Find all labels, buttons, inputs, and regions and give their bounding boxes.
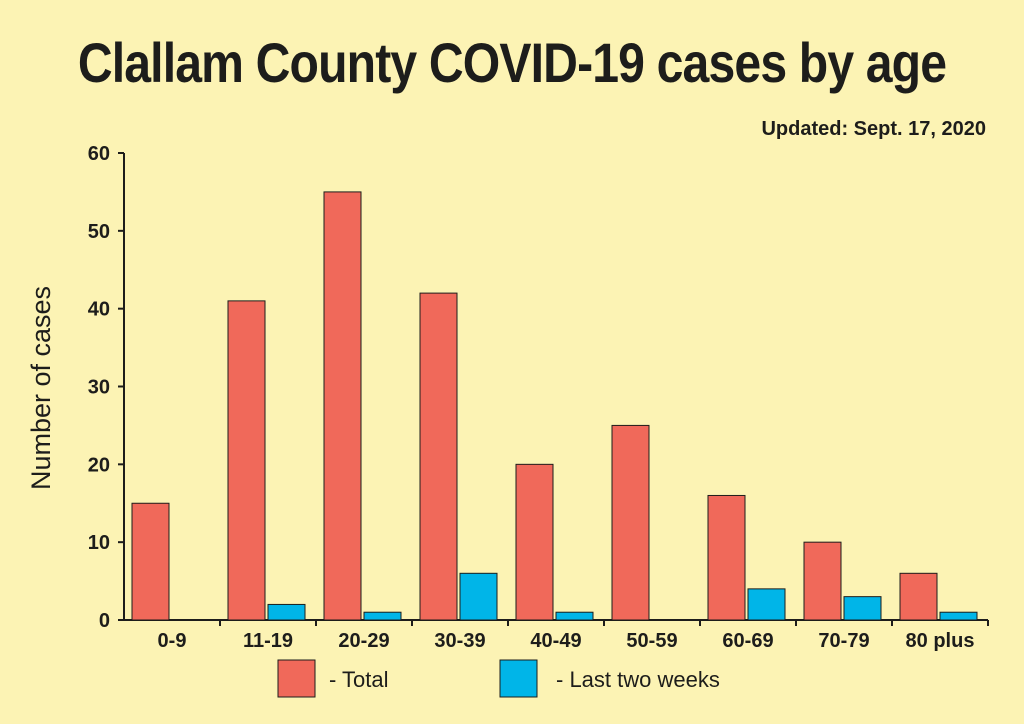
y-axis-label: Number of cases xyxy=(26,286,56,490)
bar-last-two-weeks xyxy=(267,603,306,621)
bar-total xyxy=(899,572,938,621)
bar-last-two-weeks xyxy=(843,596,882,621)
legend-swatch xyxy=(499,659,538,698)
x-tick-label: 20-29 xyxy=(338,630,389,652)
bar-total xyxy=(515,463,554,621)
y-tick-label: 0 xyxy=(99,610,110,632)
legend-label: - Total xyxy=(329,667,389,692)
x-tick-label: 40-49 xyxy=(530,630,581,652)
x-tick-label: 11-19 xyxy=(243,630,293,652)
x-tick-label: 0-9 xyxy=(158,630,187,652)
bar-total xyxy=(611,424,650,621)
chart-title: Clallam County COVID-19 cases by age xyxy=(77,31,947,94)
bar-total xyxy=(227,300,266,621)
bar-total xyxy=(803,541,842,621)
bar-last-two-weeks xyxy=(459,572,498,621)
bar-total xyxy=(131,502,170,621)
y-tick-label: 30 xyxy=(88,377,110,399)
legend-swatch xyxy=(277,659,316,698)
x-tick-label: 50-59 xyxy=(626,630,677,652)
bar-total xyxy=(323,191,362,621)
x-tick-label: 30-39 xyxy=(434,630,485,652)
x-tick-label: 70-79 xyxy=(818,630,869,652)
bar-last-two-weeks xyxy=(747,588,786,621)
y-tick-label: 60 xyxy=(88,143,110,165)
bar-last-two-weeks xyxy=(939,611,978,621)
bar-last-two-weeks xyxy=(363,611,402,621)
x-tick-label: 80 plus xyxy=(906,630,975,652)
bar-total xyxy=(707,494,746,621)
bar-total xyxy=(419,292,458,621)
y-tick-label: 20 xyxy=(88,454,110,476)
chart-subtitle: Updated: Sept. 17, 2020 xyxy=(761,118,986,140)
legend-label: - Last two weeks xyxy=(556,667,720,692)
x-tick-label: 60-69 xyxy=(722,630,773,652)
y-tick-label: 50 xyxy=(88,221,110,243)
bar-last-two-weeks xyxy=(555,611,594,621)
y-tick-label: 40 xyxy=(88,299,110,321)
y-tick-label: 10 xyxy=(88,532,110,554)
